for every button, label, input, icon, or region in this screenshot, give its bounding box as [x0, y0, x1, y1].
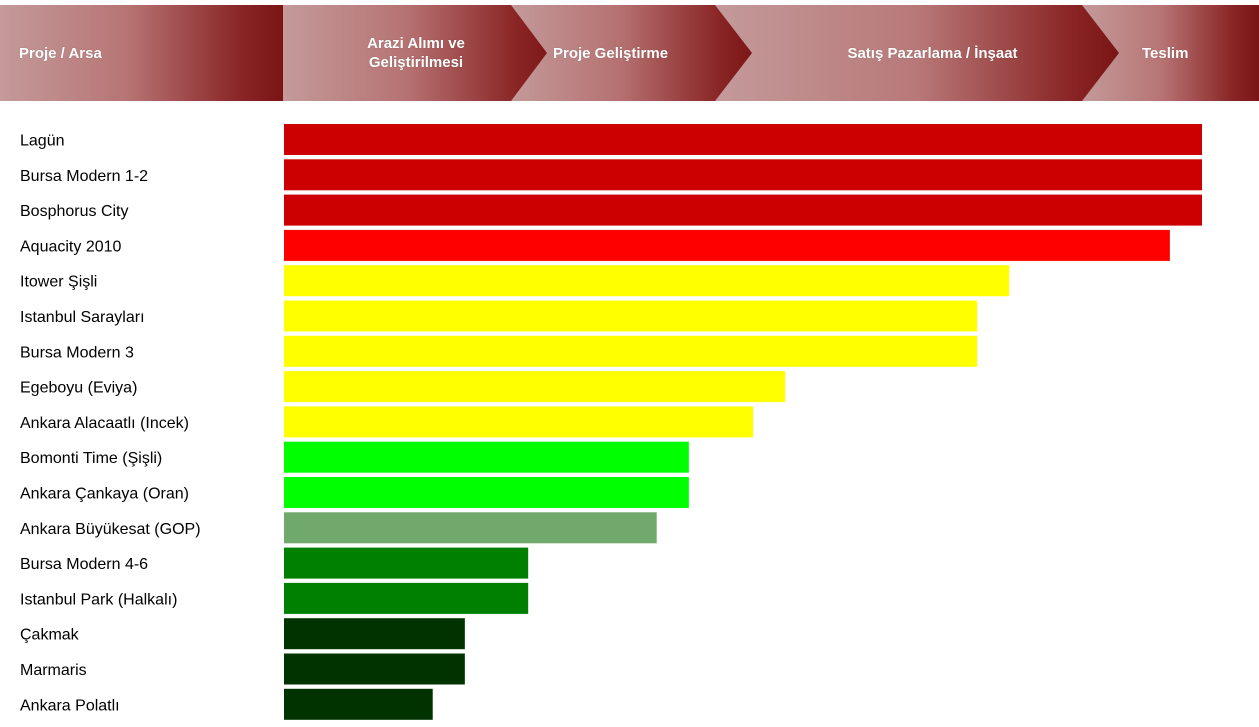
- category-label: Egeboyu (Eviya): [20, 380, 137, 397]
- bar: [284, 512, 657, 544]
- stage-label: Proje Geliştirme: [553, 44, 669, 62]
- bar: [284, 582, 529, 614]
- bar: [284, 618, 465, 650]
- category-label: Istanbul Park (Halkalı): [20, 591, 177, 608]
- category-label: Bursa Modern 3: [20, 344, 134, 361]
- category-label: Ankara Büyükesat (GOP): [20, 521, 201, 538]
- category-label: Marmaris: [20, 662, 87, 679]
- category-label: Bursa Modern 1-2: [20, 168, 148, 185]
- bar: [284, 371, 786, 403]
- bar: [284, 335, 978, 367]
- bar: [284, 688, 433, 720]
- stage-arazi-alimi: Arazi Alımı ve Geliştirilmesi: [283, 5, 558, 101]
- bar: [284, 194, 1202, 226]
- bar: [284, 406, 754, 438]
- bar: [284, 265, 1010, 297]
- category-label: Aquacity 2010: [20, 238, 122, 255]
- category-label: Ankara Alacaatlı (Incek): [20, 415, 189, 432]
- stage-label: Arazi Alımı ve Geliştirilmesi: [367, 35, 465, 71]
- bar: [284, 477, 689, 508]
- stage-label: Teslim: [1142, 44, 1189, 62]
- bar: [284, 159, 1202, 191]
- category-label: Itower Şişli: [20, 274, 97, 291]
- category-label: Bosphorus City: [20, 203, 129, 220]
- category-label: Ankara Çankaya (Oran): [20, 486, 189, 503]
- stage-proje-gelistirme: Proje Geliştirme: [511, 5, 756, 101]
- category-label: Bomonti Time (Şişli): [20, 450, 162, 467]
- bar: [284, 229, 1170, 261]
- category-label: Lagün: [20, 133, 65, 150]
- bar: [284, 547, 529, 579]
- category-label: Bursa Modern 4-6: [20, 556, 148, 573]
- stage-label: Satış Pazarlama / İnşaat: [847, 44, 1018, 62]
- bar: [284, 441, 689, 473]
- stage-label: Proje / Arsa: [19, 44, 102, 62]
- category-label: Istanbul Sarayları: [20, 309, 145, 326]
- category-label: Çakmak: [20, 627, 80, 644]
- bar: [284, 653, 465, 685]
- category-label: Ankara Polatlı: [20, 697, 120, 714]
- stage-satis-pazarlama-insaat: Satış Pazarlama / İnşaat: [715, 5, 1120, 101]
- bar: [284, 300, 978, 332]
- process-stages-header: Proje / Arsa Arazi Alımı ve Geliştirilme…: [0, 0, 1259, 101]
- bar: [284, 124, 1202, 155]
- stage-proje-arsa: Proje / Arsa: [0, 5, 283, 101]
